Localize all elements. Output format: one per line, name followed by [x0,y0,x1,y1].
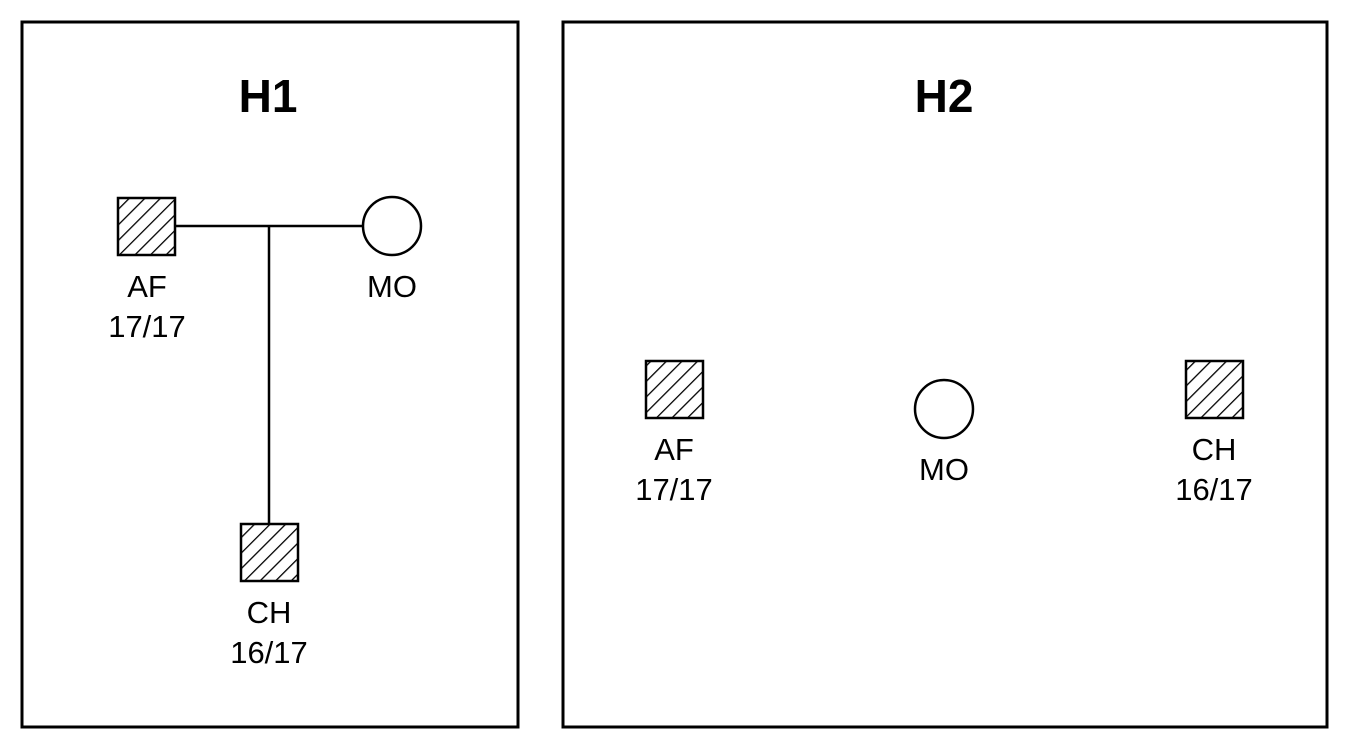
h1-ch-symbol [239,522,300,583]
h2-ch-label: CH [1192,432,1237,467]
h1-af-symbol [116,196,177,257]
h2-ch-genotype: 16/17 [1175,472,1253,507]
h2-af-genotype: 17/17 [635,472,713,507]
h1-af-label: AF [127,269,167,304]
panel-h2: H2 AF 17/17 MO CH 16/17 [561,20,1329,729]
h1-mo-symbol [361,195,423,257]
h1-af-genotype: 17/17 [108,309,186,344]
panel-h1-frame [20,20,520,729]
panel-h2-title: H2 [915,70,974,122]
h2-mo-label: MO [919,452,969,487]
panel-h2-frame [561,20,1329,729]
panel-h1-title: H1 [239,70,298,122]
h2-af-label: AF [654,432,694,467]
h2-af-symbol [644,359,705,420]
h1-mo-label: MO [367,269,417,304]
h1-ch-label: CH [247,595,292,630]
h2-mo-symbol [913,378,975,440]
h1-ch-genotype: 16/17 [230,635,308,670]
h2-ch-symbol [1184,359,1245,420]
panel-h1: H1 AF 17/17 MO CH 16/17 [20,20,520,729]
